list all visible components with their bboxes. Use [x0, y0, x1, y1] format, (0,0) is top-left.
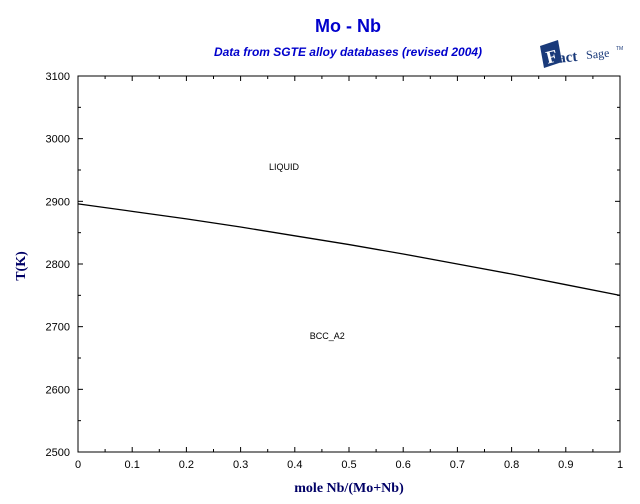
x-tick-label: 0.5: [341, 459, 356, 471]
x-tick-label: 0.4: [287, 459, 302, 471]
phase-boundary-line: [77, 203, 621, 296]
phase-region-label: BCC_A2: [310, 331, 345, 341]
x-tick-label: 0.7: [450, 459, 465, 471]
svg-text:act: act: [557, 49, 578, 67]
y-tick-label: 2700: [46, 322, 70, 334]
x-tick-label: 0.1: [125, 459, 140, 471]
chart-title: Mo - Nb: [315, 16, 381, 36]
chart-subtitle: Data from SGTE alloy databases (revised …: [213, 45, 483, 59]
y-tick-label: 2900: [46, 196, 70, 208]
plot-frame: [77, 75, 621, 453]
x-tick-label: 0.3: [233, 459, 248, 471]
x-tick-label: 0.9: [558, 459, 573, 471]
x-axis-label: mole Nb/(Mo+Nb): [294, 481, 404, 496]
x-tick-label: 1: [617, 459, 623, 471]
x-tick-label: 0.8: [504, 459, 519, 471]
svg-text:F: F: [544, 46, 560, 68]
y-axis-label: T(K): [14, 251, 29, 281]
y-tick-label: 3100: [46, 71, 70, 83]
x-tick-label: 0.6: [396, 459, 411, 471]
phase-region-label: LIQUID: [269, 162, 300, 172]
svg-text:Sage: Sage: [585, 46, 610, 62]
factsage-logo: F act Sage TM: [540, 40, 623, 68]
y-tick-label: 2600: [46, 384, 70, 396]
y-tick-label: 2500: [46, 447, 70, 459]
x-tick-label: 0: [75, 459, 81, 471]
svg-text:TM: TM: [616, 46, 623, 52]
x-tick-label: 0.2: [179, 459, 194, 471]
y-tick-label: 3000: [46, 134, 70, 146]
y-tick-label: 2800: [46, 259, 70, 271]
